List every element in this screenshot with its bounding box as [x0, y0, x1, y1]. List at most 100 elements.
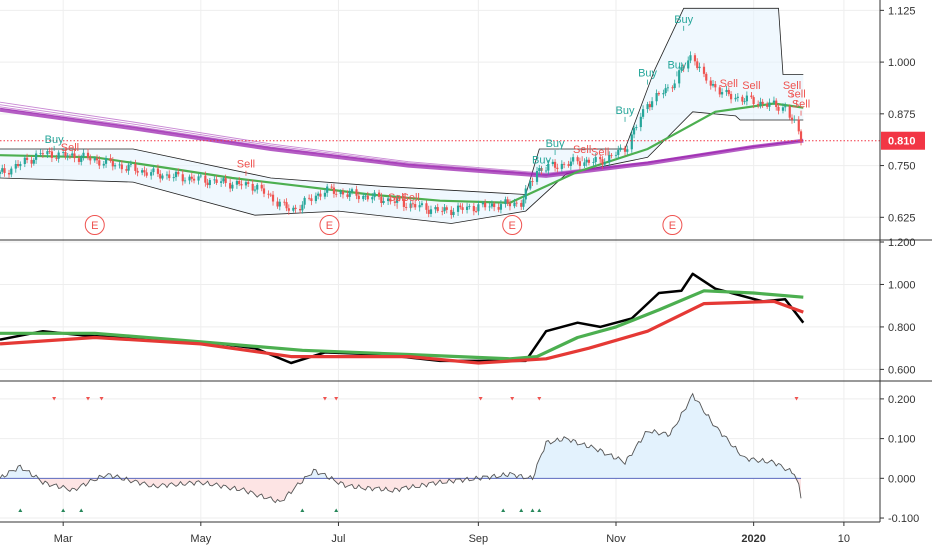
- y-tick-label: -0.100: [888, 513, 919, 525]
- candle-body: [251, 183, 254, 191]
- candle-body: [671, 87, 674, 89]
- candle-body: [714, 84, 717, 88]
- candle-body: [366, 195, 369, 200]
- oscillator-buy-marker: [61, 508, 66, 512]
- oscillator-buy-marker: [501, 508, 506, 512]
- candle-body: [617, 149, 620, 155]
- candle-body: [682, 67, 685, 69]
- sell-signal-label: Sell: [742, 80, 760, 92]
- candle-body: [560, 163, 563, 169]
- candle-body: [696, 61, 699, 69]
- oscillator-sell-marker: [322, 397, 327, 401]
- candle-body: [689, 55, 692, 61]
- candle-body: [793, 119, 796, 121]
- candle-body: [125, 169, 128, 171]
- buy-signal-label: Buy: [546, 138, 565, 150]
- candle-body: [181, 174, 184, 182]
- candle-body: [587, 159, 591, 163]
- oscillator-sell-marker: [52, 397, 57, 401]
- current-price-tag: 0.810: [881, 131, 925, 150]
- candle-body: [772, 100, 776, 103]
- channel-upper-line: [0, 7, 804, 195]
- candle-body: [459, 205, 462, 208]
- earnings-marker-circle: [662, 215, 683, 235]
- candle-body: [757, 104, 760, 106]
- middle-panel[interactable]: [0, 272, 805, 365]
- candle-body: [398, 198, 401, 200]
- y-tick-label: 0.750: [888, 161, 916, 173]
- candle-body: [639, 116, 642, 128]
- candle-body: [278, 201, 281, 207]
- candle-body: [208, 180, 211, 186]
- candle-body: [475, 211, 478, 212]
- channel-lower-line: [0, 111, 804, 224]
- candle-body: [768, 102, 771, 107]
- candle-body: [429, 209, 433, 214]
- candle-body: [301, 204, 304, 211]
- candle-body: [141, 170, 144, 173]
- earnings-marker-circle: [84, 215, 105, 235]
- candle-body: [335, 193, 338, 195]
- y-tick-label: 0.000: [888, 473, 916, 485]
- candle-body: [583, 162, 586, 166]
- candle-body: [623, 147, 627, 152]
- earnings-marker[interactable]: E: [662, 215, 683, 235]
- earnings-marker[interactable]: E: [84, 215, 105, 235]
- oscillator-sell-marker: [334, 397, 339, 401]
- candle-body: [118, 164, 121, 166]
- candle-body: [481, 202, 484, 205]
- candle-body: [472, 206, 475, 212]
- candle-body: [788, 106, 791, 118]
- candle-body: [120, 164, 123, 170]
- candle-body: [299, 209, 302, 211]
- oscillator-panel[interactable]: [0, 392, 802, 512]
- middle-series-line: [0, 289, 804, 361]
- candle-body: [427, 209, 430, 214]
- y-tick-label: 0.625: [888, 212, 916, 224]
- candle-body: [150, 172, 153, 176]
- candle-body: [465, 206, 469, 210]
- candle-body: [569, 161, 572, 166]
- candle-body: [222, 178, 225, 182]
- candle-body: [734, 97, 737, 100]
- candle-body: [215, 179, 218, 183]
- middle-series-line: [0, 272, 805, 365]
- candle-body: [152, 168, 155, 173]
- candle-body: [515, 202, 518, 204]
- candle-body: [348, 191, 351, 197]
- x-tick-label: Sep: [469, 533, 489, 545]
- candle-body: [538, 168, 541, 172]
- earnings-marker[interactable]: E: [319, 215, 340, 235]
- candle-body: [396, 198, 399, 203]
- candle-body: [46, 151, 49, 155]
- candle-body: [632, 128, 636, 135]
- y-tick-label: 1.200: [888, 237, 916, 249]
- candle-body: [262, 188, 266, 194]
- y-tick-label: 0.200: [888, 394, 916, 406]
- candle-body: [269, 194, 272, 196]
- candle-body: [80, 156, 83, 162]
- candle-body: [664, 88, 667, 94]
- candle-body: [420, 203, 424, 206]
- candle-body: [630, 134, 633, 150]
- candle-body: [572, 157, 575, 162]
- oscillator-buy-marker: [334, 508, 339, 512]
- candle-body: [172, 177, 175, 179]
- earnings-marker[interactable]: E: [502, 215, 523, 235]
- candle-body: [86, 152, 90, 158]
- y-tick-label: 0.800: [888, 322, 916, 334]
- sell-signal-label: Sell: [792, 99, 810, 111]
- candle-body: [614, 154, 618, 156]
- current-price-tag-bg: [881, 131, 925, 150]
- candle-body: [32, 159, 35, 164]
- candle-body: [206, 182, 209, 186]
- candle-body: [294, 207, 297, 210]
- candle-body: [326, 186, 329, 193]
- candle-body: [705, 73, 708, 81]
- candle-body: [531, 181, 534, 182]
- candle-body: [104, 158, 108, 164]
- candle-body: [488, 206, 491, 208]
